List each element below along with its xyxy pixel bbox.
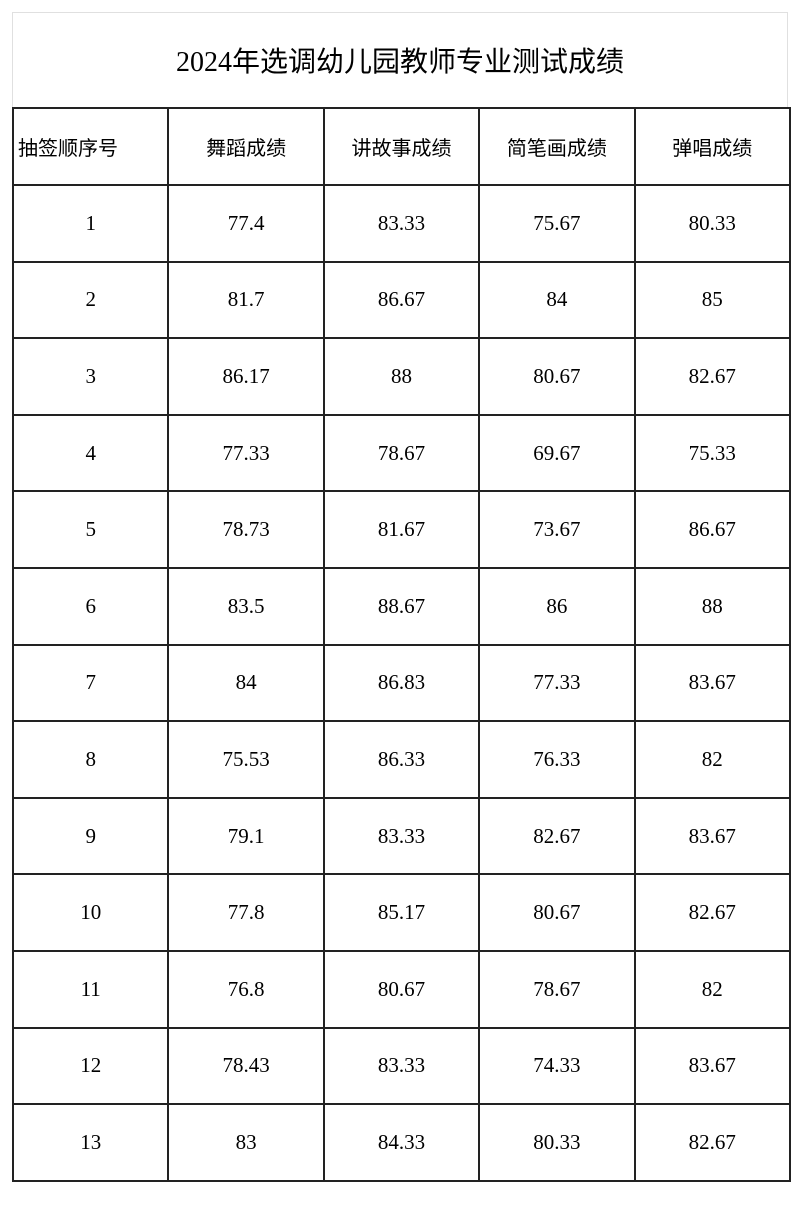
cell-draw-order: 7 <box>11 643 170 723</box>
cell-dance-score: 78.43 <box>167 1026 325 1106</box>
cell-drawing-score: 69.67 <box>478 413 636 493</box>
cell-storytelling-score: 88 <box>322 337 481 416</box>
cell-storytelling-score: 88.67 <box>322 566 481 646</box>
header-draw-order: 抽签顺序号 <box>11 107 170 186</box>
table-row: 5 78.73 81.67 73.67 86.67 <box>11 490 791 569</box>
scores-table: 抽签顺序号 舞蹈成绩 讲故事成绩 简笔画成绩 弹唱成绩 1 77.4 83.33 75.67 8… <box>11 107 791 1182</box>
cell-storytelling-score: 84.33 <box>322 1103 481 1182</box>
table-row: 10 77.8 85.17 80.67 82.67 <box>11 873 791 952</box>
cell-drawing-score: 86 <box>478 566 636 646</box>
cell-dance-score: 83.5 <box>167 566 325 646</box>
table-row: 11 76.8 80.67 78.67 82 <box>11 949 791 1029</box>
cell-draw-order: 10 <box>11 873 170 952</box>
cell-drawing-score: 75.67 <box>478 184 636 263</box>
cell-draw-order: 12 <box>11 1026 170 1106</box>
table-row: 9 79.1 83.33 82.67 83.67 <box>11 796 791 876</box>
cell-storytelling-score: 83.33 <box>322 796 481 876</box>
page-title: 2024年选调幼儿园教师专业测试成绩 <box>175 47 624 78</box>
cell-draw-order: 9 <box>11 796 170 876</box>
header-singing-score: 弹唱成绩 <box>633 107 791 186</box>
table-row: 3 86.17 88 80.67 82.67 <box>11 337 791 416</box>
cell-draw-order: 4 <box>11 413 170 493</box>
cell-draw-order: 5 <box>11 490 170 569</box>
cell-storytelling-score: 83.33 <box>322 1026 481 1106</box>
table-row: 2 81.7 86.67 84 85 <box>11 260 791 340</box>
table-row: 13 83 84.33 80.33 82.67 <box>11 1103 791 1182</box>
cell-singing-score: 80.33 <box>633 184 791 263</box>
cell-dance-score: 77.4 <box>167 184 325 263</box>
table-row: 12 78.43 83.33 74.33 83.67 <box>11 1026 791 1106</box>
header-storytelling-score: 讲故事成绩 <box>322 107 481 186</box>
table-row: 6 83.5 88.67 86 88 <box>11 566 791 646</box>
cell-draw-order: 1 <box>11 184 170 263</box>
cell-singing-score: 82.67 <box>633 1103 791 1182</box>
cell-storytelling-score: 81.67 <box>322 490 481 569</box>
cell-drawing-score: 76.33 <box>478 720 636 799</box>
cell-storytelling-score: 86.33 <box>322 720 481 799</box>
cell-storytelling-score: 83.33 <box>322 184 481 263</box>
cell-drawing-score: 74.33 <box>478 1026 636 1106</box>
cell-draw-order: 13 <box>11 1103 170 1182</box>
cell-draw-order: 8 <box>11 720 170 799</box>
cell-dance-score: 81.7 <box>167 260 325 340</box>
cell-draw-order: 3 <box>11 337 170 416</box>
cell-drawing-score: 73.67 <box>478 490 636 569</box>
title-box: 2024年选调幼儿园教师专业测试成绩 <box>12 12 788 107</box>
cell-singing-score: 86.67 <box>633 490 791 569</box>
cell-draw-order: 2 <box>11 260 170 340</box>
cell-dance-score: 76.8 <box>167 949 325 1029</box>
cell-drawing-score: 80.67 <box>478 873 636 952</box>
cell-drawing-score: 78.67 <box>478 949 636 1029</box>
cell-storytelling-score: 86.67 <box>322 260 481 340</box>
cell-storytelling-score: 85.17 <box>322 873 481 952</box>
cell-drawing-score: 77.33 <box>478 643 636 723</box>
cell-dance-score: 83 <box>167 1103 325 1182</box>
table-row: 8 75.53 86.33 76.33 82 <box>11 720 791 799</box>
cell-dance-score: 78.73 <box>167 490 325 569</box>
cell-singing-score: 75.33 <box>633 413 791 493</box>
cell-singing-score: 82.67 <box>633 873 791 952</box>
cell-storytelling-score: 86.83 <box>322 643 481 723</box>
cell-singing-score: 83.67 <box>633 1026 791 1106</box>
table-row: 7 84 86.83 77.33 83.67 <box>11 643 791 723</box>
header-drawing-score: 简笔画成绩 <box>478 107 636 186</box>
cell-dance-score: 84 <box>167 643 325 723</box>
header-dance-score: 舞蹈成绩 <box>167 107 325 186</box>
cell-singing-score: 82.67 <box>633 337 791 416</box>
cell-singing-score: 83.67 <box>633 643 791 723</box>
cell-dance-score: 86.17 <box>167 337 325 416</box>
cell-dance-score: 79.1 <box>167 796 325 876</box>
cell-drawing-score: 84 <box>478 260 636 340</box>
cell-draw-order: 6 <box>11 566 170 646</box>
cell-singing-score: 85 <box>633 260 791 340</box>
cell-singing-score: 88 <box>633 566 791 646</box>
cell-drawing-score: 82.67 <box>478 796 636 876</box>
table-row: 4 77.33 78.67 69.67 75.33 <box>11 413 791 493</box>
cell-singing-score: 82 <box>633 949 791 1029</box>
cell-storytelling-score: 80.67 <box>322 949 481 1029</box>
cell-drawing-score: 80.67 <box>478 337 636 416</box>
cell-storytelling-score: 78.67 <box>322 413 481 493</box>
cell-drawing-score: 80.33 <box>478 1103 636 1182</box>
cell-dance-score: 77.33 <box>167 413 325 493</box>
table-row: 1 77.4 83.33 75.67 80.33 <box>11 184 791 263</box>
cell-singing-score: 83.67 <box>633 796 791 876</box>
header-row: 抽签顺序号 舞蹈成绩 讲故事成绩 简笔画成绩 弹唱成绩 <box>11 107 791 186</box>
cell-draw-order: 11 <box>11 949 170 1029</box>
cell-dance-score: 75.53 <box>167 720 325 799</box>
cell-singing-score: 82 <box>633 720 791 799</box>
cell-dance-score: 77.8 <box>167 873 325 952</box>
